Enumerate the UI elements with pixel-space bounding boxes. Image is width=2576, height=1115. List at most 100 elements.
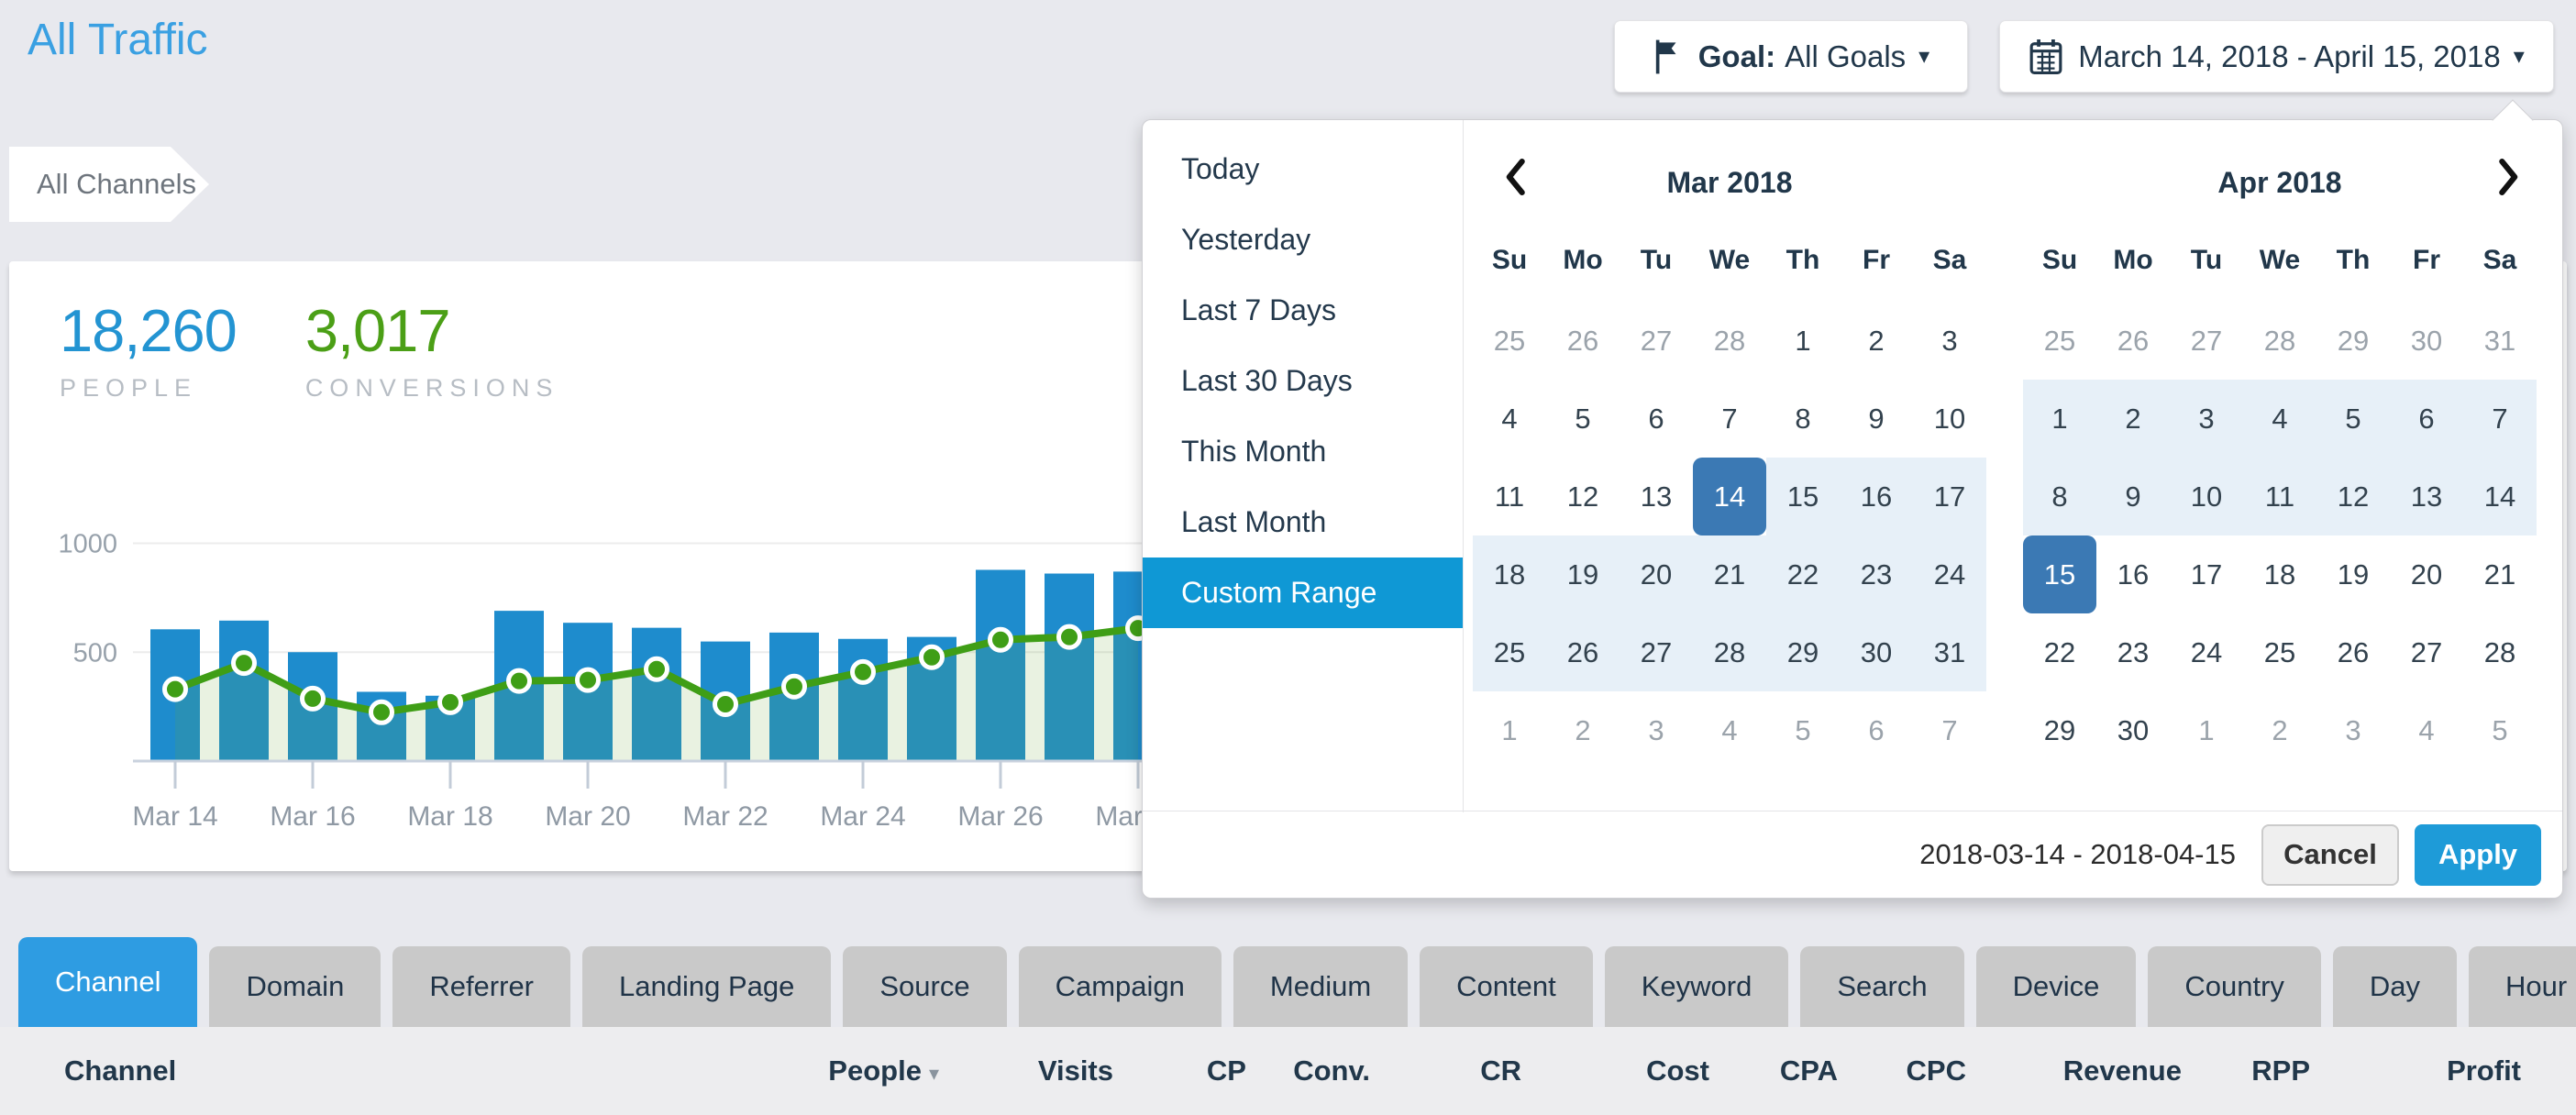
day-cell[interactable]: 23	[2117, 635, 2150, 668]
tab-search[interactable]: Search	[1800, 946, 1964, 1027]
day-cell[interactable]: 29	[1766, 613, 1840, 691]
column-header-revenue[interactable]: Revenue	[2062, 1054, 2182, 1087]
column-header-conv[interactable]: Conv.	[1293, 1054, 1370, 1087]
tab-source[interactable]: Source	[843, 946, 1007, 1027]
day-cell[interactable]: 10	[2170, 458, 2243, 535]
day-cell[interactable]: 4	[1721, 713, 1738, 746]
preset-last-month[interactable]: Last Month	[1181, 505, 1327, 538]
day-cell[interactable]: 25	[2043, 324, 2076, 357]
tab-day[interactable]: Day	[2332, 946, 2458, 1027]
preset-last-7-days[interactable]: Last 7 Days	[1181, 293, 1336, 326]
day-cell[interactable]: 18	[2263, 558, 2296, 591]
tab-hour[interactable]: Hour	[2469, 946, 2576, 1027]
day-cell[interactable]: 9	[1868, 402, 1885, 435]
breadcrumb[interactable]: All Channels	[9, 147, 209, 222]
column-header-cp[interactable]: CP	[1206, 1054, 1246, 1087]
day-cell[interactable]: 4	[2418, 713, 2435, 746]
day-cell[interactable]: 16	[2117, 558, 2150, 591]
day-cell[interactable]: 11	[2243, 458, 2316, 535]
cancel-button[interactable]: Cancel	[2261, 823, 2399, 886]
day-cell[interactable]: 17	[1913, 458, 1986, 535]
day-cell[interactable]: 20	[2410, 558, 2443, 591]
tab-country[interactable]: Country	[2148, 946, 2321, 1027]
day-cell[interactable]: 30	[1840, 613, 1913, 691]
day-cell[interactable]: 24	[1913, 535, 1986, 613]
day-cell[interactable]: 7	[2463, 380, 2537, 458]
day-cell[interactable]: 1	[1795, 324, 1811, 357]
day-cell[interactable]: 2	[2272, 713, 2288, 746]
goal-selector-button[interactable]: Goal: All Goals ▾	[1614, 20, 1968, 93]
tab-channel[interactable]: Channel	[18, 937, 198, 1027]
day-cell[interactable]: 30	[2410, 324, 2443, 357]
day-cell[interactable]: 12	[1566, 480, 1599, 513]
day-cell[interactable]: 6	[1648, 402, 1664, 435]
day-cell[interactable]: 13	[1640, 480, 1673, 513]
day-cell[interactable]: 13	[2390, 458, 2463, 535]
day-cell[interactable]: 27	[1620, 613, 1693, 691]
day-cell[interactable]: 29	[2337, 324, 2370, 357]
day-cell[interactable]: 28	[1713, 324, 1746, 357]
day-cell[interactable]: 24	[2190, 635, 2223, 668]
preset-last-30-days[interactable]: Last 30 Days	[1181, 364, 1353, 397]
day-cell[interactable]: 19	[1546, 535, 1620, 613]
day-cell[interactable]: 6	[1868, 713, 1885, 746]
day-cell[interactable]: 20	[1620, 535, 1693, 613]
day-cell[interactable]: 29	[2043, 713, 2076, 746]
day-cell[interactable]: 3	[2345, 713, 2361, 746]
day-cell[interactable]: 5	[2316, 380, 2390, 458]
day-cell[interactable]: 16	[1840, 458, 1913, 535]
day-cell[interactable]: 8	[2023, 458, 2096, 535]
day-cell[interactable]: 11	[1494, 480, 1525, 513]
next-month-button[interactable]	[2491, 158, 2527, 199]
day-cell[interactable]: 21	[1693, 535, 1766, 613]
tab-device[interactable]: Device	[1975, 946, 2137, 1027]
day-cell[interactable]: 21	[2483, 558, 2516, 591]
day-cell[interactable]: 5	[1795, 713, 1811, 746]
day-cell[interactable]: 30	[2117, 713, 2150, 746]
day-cell[interactable]: 2	[1575, 713, 1591, 746]
column-header-cost[interactable]: Cost	[1646, 1054, 1709, 1087]
day-cell[interactable]: 27	[2190, 324, 2223, 357]
day-cell[interactable]: 17	[2190, 558, 2223, 591]
day-cell[interactable]: 3	[1648, 713, 1664, 746]
day-cell[interactable]: 26	[2337, 635, 2370, 668]
day-cell[interactable]: 18	[1473, 535, 1546, 613]
column-header-rpp[interactable]: RPP	[2251, 1054, 2310, 1087]
column-header-cpc[interactable]: CPC	[1906, 1054, 1966, 1087]
day-cell[interactable]: 2	[2096, 380, 2170, 458]
tab-referrer[interactable]: Referrer	[392, 946, 571, 1027]
column-header-profit[interactable]: Profit	[2447, 1054, 2521, 1087]
day-cell[interactable]: 2	[1868, 324, 1885, 357]
preset-today[interactable]: Today	[1181, 152, 1260, 185]
preset-this-month[interactable]: This Month	[1181, 435, 1327, 468]
day-cell[interactable]: 4	[1501, 402, 1518, 435]
day-cell[interactable]: 1	[2198, 713, 2215, 746]
day-cell[interactable]: 12	[2316, 458, 2390, 535]
column-header-visits[interactable]: Visits	[1037, 1054, 1113, 1087]
column-header-cr[interactable]: CR	[1480, 1054, 1521, 1087]
tab-domain[interactable]: Domain	[209, 946, 381, 1027]
day-cell[interactable]: 14	[1693, 458, 1766, 535]
apply-button[interactable]: Apply	[2415, 823, 2541, 886]
day-cell[interactable]: 3	[2170, 380, 2243, 458]
day-cell[interactable]: 27	[2410, 635, 2443, 668]
tab-landing-page[interactable]: Landing Page	[582, 946, 832, 1027]
day-cell[interactable]: 26	[1546, 613, 1620, 691]
day-cell[interactable]: 28	[1693, 613, 1766, 691]
day-cell[interactable]: 5	[1575, 402, 1591, 435]
day-cell[interactable]: 15	[1766, 458, 1840, 535]
column-header-cpa[interactable]: CPA	[1779, 1054, 1838, 1087]
day-cell[interactable]: 1	[1501, 713, 1518, 746]
day-cell[interactable]: 15	[2023, 535, 2096, 613]
day-cell[interactable]: 4	[2243, 380, 2316, 458]
day-cell[interactable]: 1	[2023, 380, 2096, 458]
preset-custom-range[interactable]: Custom Range	[1143, 558, 1463, 628]
day-cell[interactable]: 19	[2337, 558, 2370, 591]
day-cell[interactable]: 8	[1795, 402, 1811, 435]
day-cell[interactable]: 25	[2263, 635, 2296, 668]
day-cell[interactable]: 3	[1941, 324, 1958, 357]
tab-keyword[interactable]: Keyword	[1604, 946, 1789, 1027]
day-cell[interactable]: 7	[1721, 402, 1738, 435]
tab-medium[interactable]: Medium	[1233, 946, 1409, 1027]
day-cell[interactable]: 10	[1933, 402, 1966, 435]
